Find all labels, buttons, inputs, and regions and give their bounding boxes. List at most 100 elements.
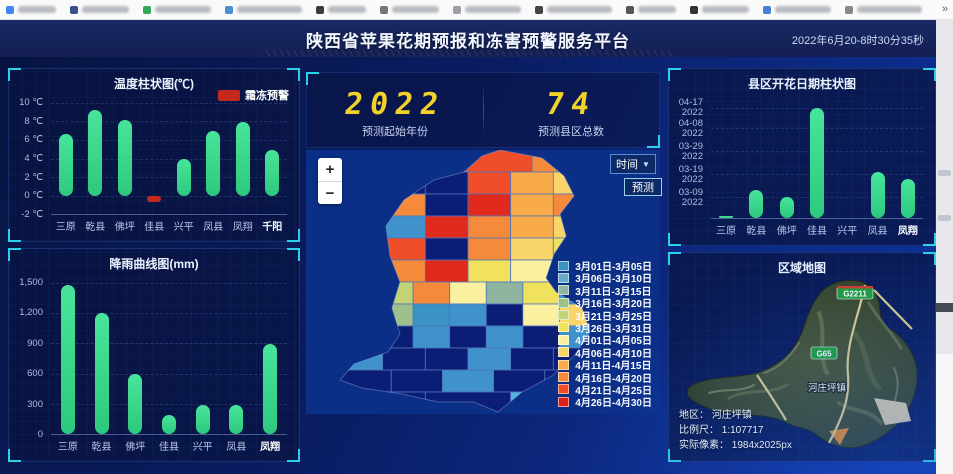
county-cell [510, 171, 554, 195]
x-axis-label: 兴平 [173, 222, 194, 233]
browser-bookmarks-bar: » [0, 0, 953, 20]
bookmark-item[interactable] [845, 5, 922, 14]
forecast-year-label: 预测起始年份 [362, 126, 428, 138]
bookmark-item[interactable] [6, 5, 56, 14]
y-axis-tick: 8 ℃ [24, 115, 43, 127]
bar-兴平 [176, 158, 191, 196]
map-legend-item: 4月01日-4月05日 [558, 334, 652, 348]
bar-凤翔 [235, 121, 250, 196]
x-axis-label: 凤县 [226, 442, 247, 453]
county-count-label: 预测县区总数 [538, 126, 604, 138]
y-axis-tick: 03-09 2022 [678, 187, 703, 209]
bookmark-item[interactable] [626, 5, 676, 14]
region-info-pixels: 实际像素： 1984x2025px [679, 440, 792, 451]
legend-label: 4月01日-4月05日 [575, 336, 652, 348]
county-cell [467, 150, 533, 173]
bookmark-label [702, 6, 749, 13]
time-dropdown[interactable]: 时间 ▼ [610, 154, 656, 174]
category-slot: 乾县 [741, 103, 771, 237]
y-axis-tick: 300 [27, 398, 43, 410]
legend-swatch [558, 310, 570, 321]
category-slot: 佛坪 [772, 103, 802, 237]
county-cell [485, 325, 524, 349]
x-axis-label: 凤翔 [232, 222, 253, 233]
y-axis-tick: 0 ℃ [24, 190, 43, 202]
bookmark-item[interactable] [763, 5, 831, 14]
bar-佛坪 [779, 197, 794, 218]
county-cell [376, 281, 414, 305]
bookmark-item[interactable] [453, 5, 521, 14]
county-cell [424, 391, 512, 412]
category-slot: 佛坪 [118, 283, 152, 453]
category-slot: 凤县 [199, 103, 229, 233]
x-axis-label: 凤翔 [260, 442, 281, 453]
bar-兴平 [195, 404, 210, 434]
legend-swatch [558, 359, 570, 370]
map-zoom-in-button[interactable]: + [325, 161, 335, 178]
x-axis-label: 兴平 [192, 442, 213, 453]
county-cell [510, 237, 554, 261]
rainfall-y-axis: 1,500 1,200 900 600 300 0 [9, 278, 47, 440]
county-cell [424, 215, 469, 239]
bookmark-label [18, 6, 56, 13]
legend-label: 4月26日-4月30日 [575, 398, 652, 410]
county-cell [382, 215, 426, 239]
county-cell [510, 215, 554, 239]
bar-佳县 [809, 107, 824, 218]
map-legend-item: 3月01日-3月05日 [558, 259, 652, 273]
county-cell [390, 369, 443, 393]
bookmark-item[interactable] [535, 5, 612, 14]
bookmark-item[interactable] [690, 5, 749, 14]
category-slot: 佳县 [152, 283, 186, 453]
bar-佛坪 [128, 373, 143, 434]
bookmark-label [237, 6, 302, 13]
category-slot: 兴平 [186, 283, 220, 453]
bookmark-item[interactable] [70, 5, 129, 14]
legend-swatch [558, 372, 570, 383]
county-cell [467, 171, 512, 195]
bookmark-item[interactable] [316, 5, 366, 14]
category-slot: 凤翔 [253, 283, 287, 453]
county-cell [493, 369, 546, 393]
bookmark-favicon-icon [380, 5, 388, 14]
county-cell [412, 281, 451, 305]
bookmarks-overflow-chevron[interactable]: » [941, 3, 948, 15]
bar-三原 [719, 215, 734, 218]
county-cell [340, 237, 384, 261]
category-slot: 凤翔 [228, 103, 258, 233]
flowering-choropleth-map[interactable]: + − 时间 ▼ 预测 3月01日-3月05日 3月06日-3月10日 3月11日-… [306, 150, 662, 414]
y-axis-tick: 6 ℃ [24, 134, 43, 146]
y-axis-tick: 4 ℃ [24, 153, 43, 164]
map-legend-item: 3月16日-3月20日 [558, 296, 652, 310]
x-axis-label: 三原 [57, 442, 78, 453]
map-zoom-out-button[interactable]: − [318, 181, 342, 204]
category-slot: 三原 [51, 103, 81, 233]
county-cell [467, 237, 512, 261]
x-axis-label: 佳县 [158, 442, 179, 453]
category-slot: 凤县 [220, 283, 254, 453]
legend-label: 3月26日-3月31日 [575, 323, 652, 335]
rainfall-plot-area: 三原 乾县 佛坪 佳县 兴平 凤县 凤翔 [51, 283, 287, 453]
county-cell [340, 347, 384, 371]
y-axis-tick: 1,200 [19, 307, 43, 319]
county-cell [485, 303, 524, 327]
bookmark-label [155, 6, 211, 13]
region-satellite-map[interactable]: G2211 G65 河庄坪镇 [669, 273, 935, 459]
legend-swatch [558, 260, 570, 271]
predict-button[interactable]: 预测 [624, 178, 662, 196]
map-legend-item: 3月11日-3月15日 [558, 284, 652, 298]
bar-三原 [60, 285, 75, 434]
region-info-scale: 比例尺： 1:107717 [679, 425, 764, 436]
x-axis-label: 凤县 [203, 222, 224, 233]
terrain-ridges [708, 301, 903, 425]
county-cell [424, 171, 469, 195]
bookmark-item[interactable] [143, 5, 211, 14]
bar-佳县 [147, 195, 162, 202]
bookmark-item[interactable] [380, 5, 439, 14]
y-axis-tick: 600 [27, 368, 43, 380]
bar-凤县 [229, 404, 244, 434]
bookmark-item[interactable] [225, 5, 302, 14]
panel-region-map: 区域地图 [668, 252, 936, 462]
map-legend-item: 3月06日-3月10日 [558, 272, 652, 285]
map-legend-item: 4月26日-4月30日 [558, 396, 652, 410]
